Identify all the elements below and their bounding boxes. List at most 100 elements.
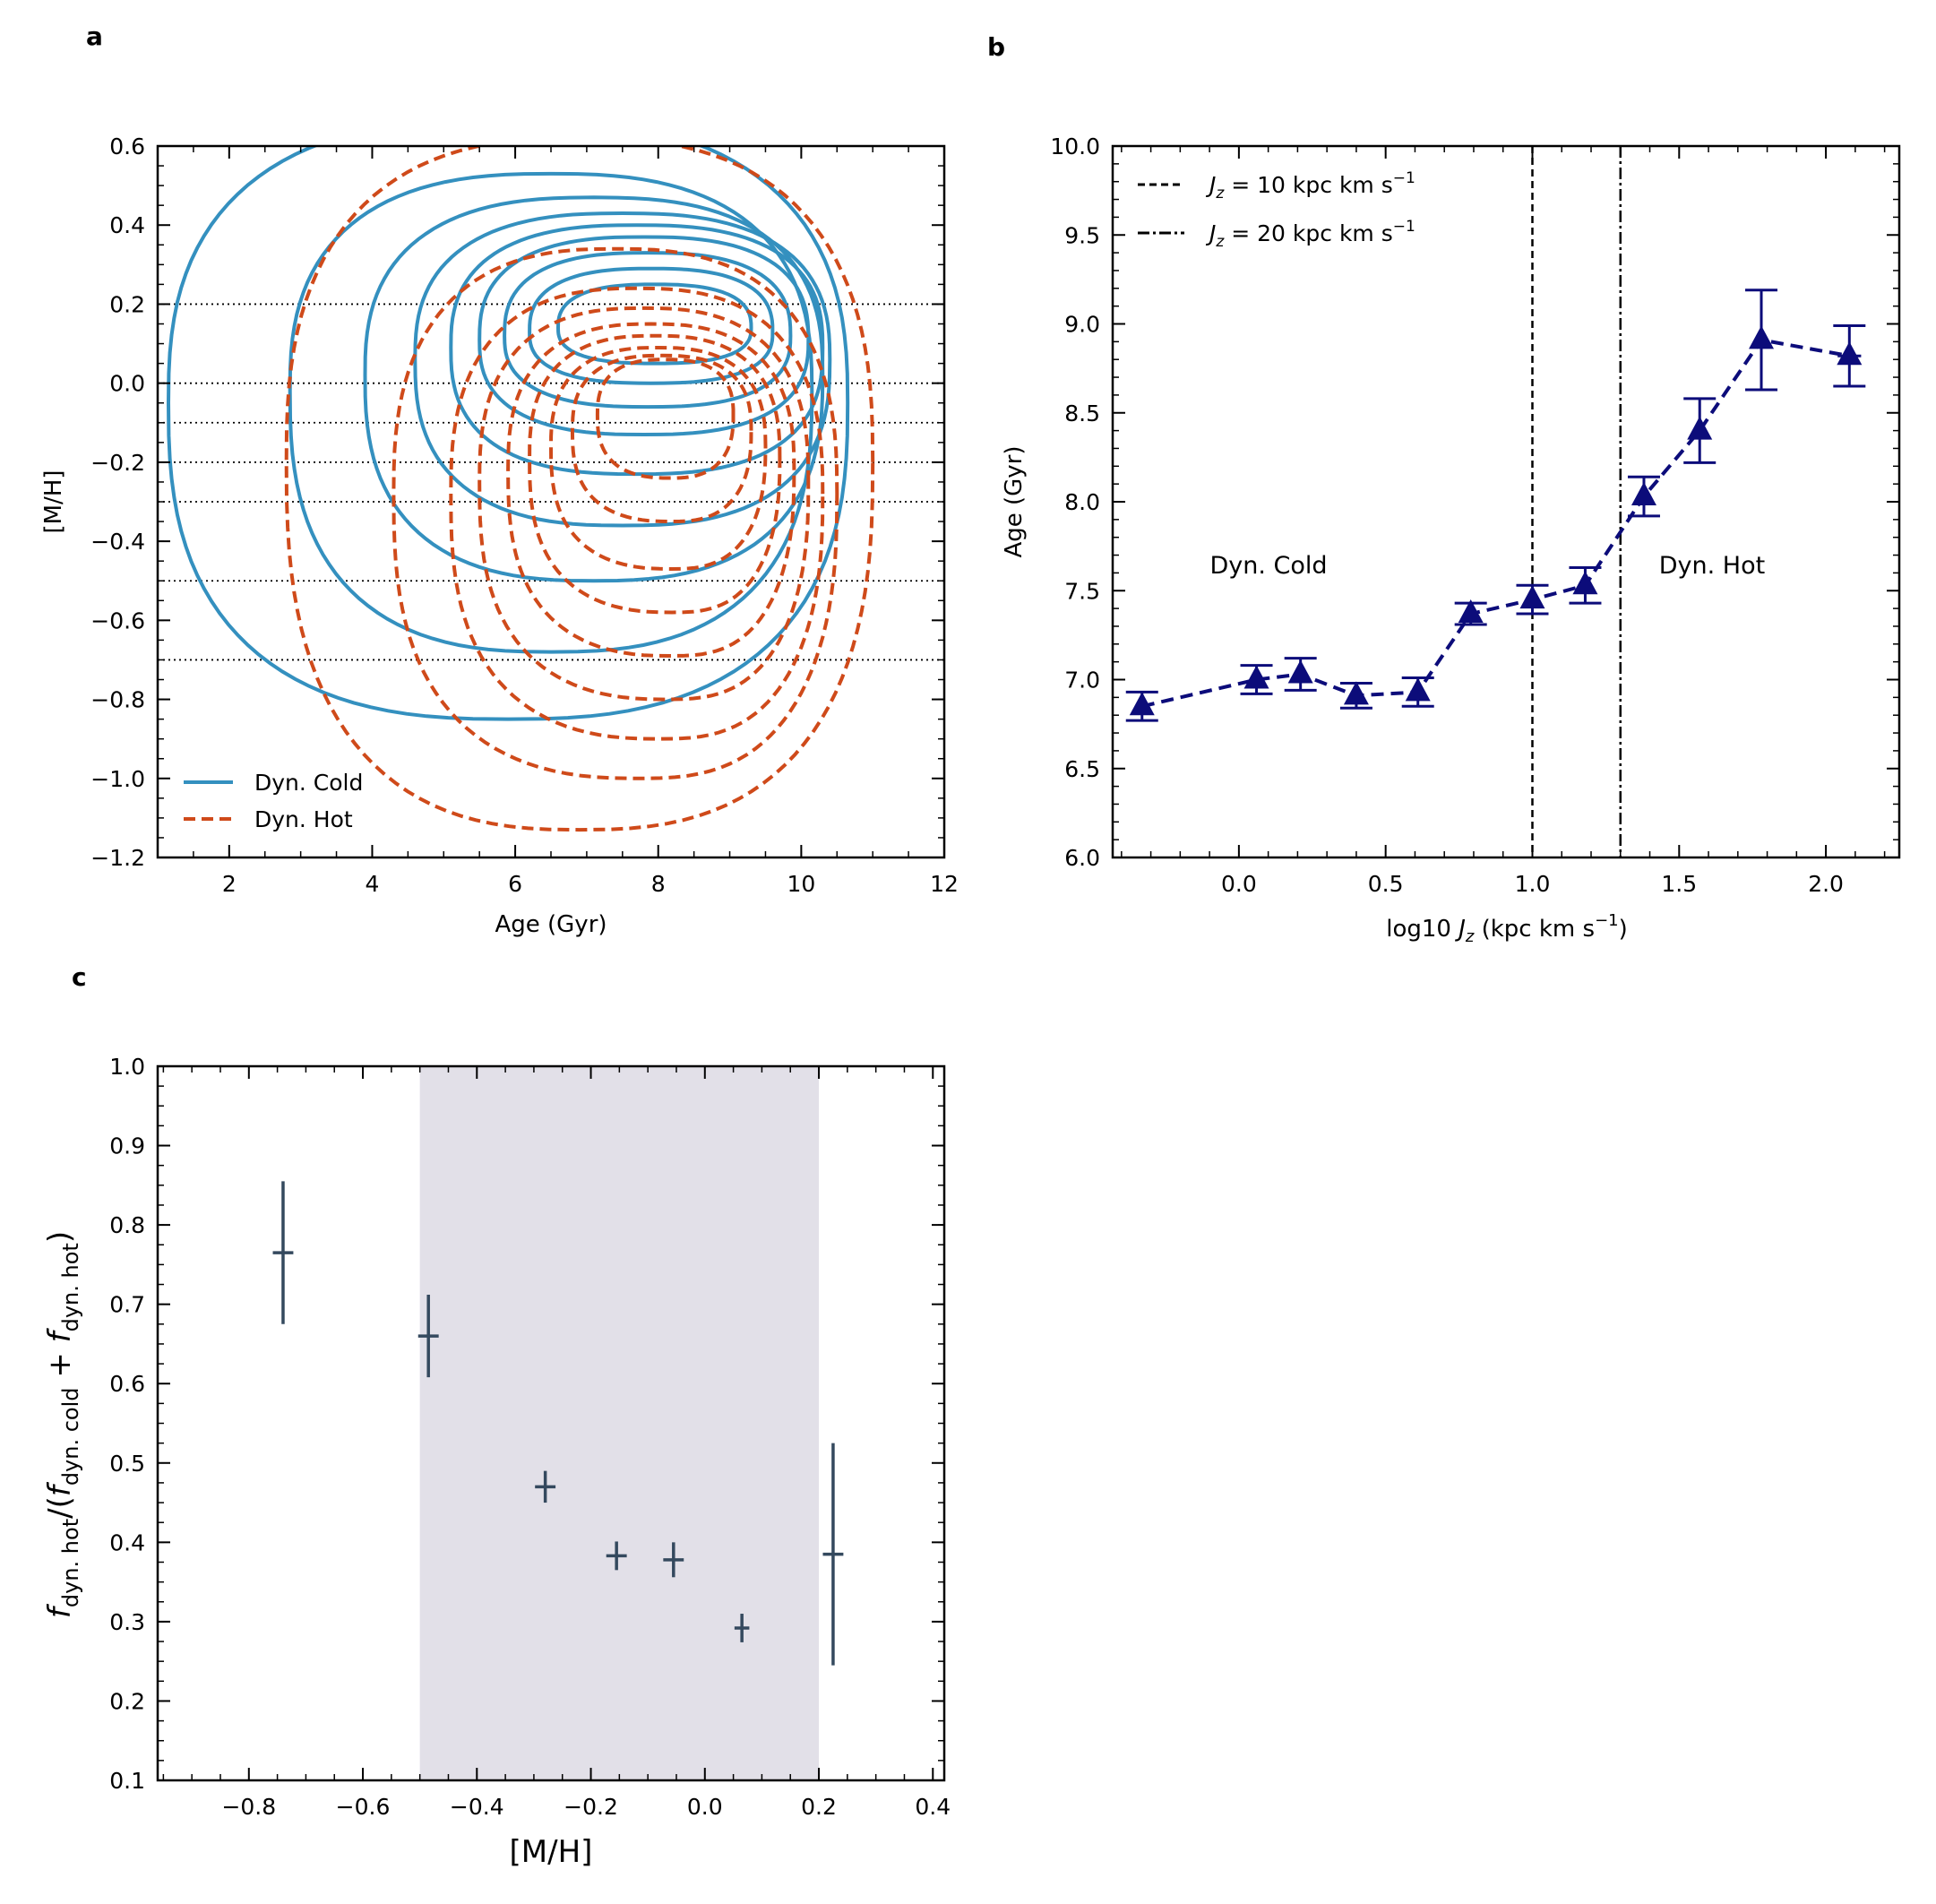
y-tick-label: 0.7 — [109, 1292, 145, 1318]
y-tick-label: 9.0 — [1064, 312, 1100, 338]
c-x-axis-label: [M/H] — [510, 1834, 593, 1870]
y-tick-label: 7.0 — [1064, 668, 1100, 694]
a-cold-contour — [288, 171, 814, 654]
x-tick-label: 6 — [508, 871, 522, 897]
b-data-point — [1287, 659, 1313, 684]
y-tick-label: 6.5 — [1064, 756, 1100, 782]
a-cold-contour — [478, 235, 811, 437]
b-annotation-dyn-cold: Dyn. Cold — [1209, 552, 1327, 580]
b-data-point — [1343, 681, 1369, 705]
x-tick-label: 1.5 — [1661, 871, 1697, 897]
x-tick-label: 8 — [651, 871, 666, 897]
x-tick-label: −0.6 — [336, 1794, 391, 1820]
x-tick-label: 2.0 — [1808, 871, 1844, 897]
x-tick-label: 0.0 — [687, 1794, 723, 1820]
y-tick-label: −0.2 — [90, 450, 145, 476]
x-tick-label: 4 — [366, 871, 380, 897]
x-tick-label: 12 — [930, 871, 959, 897]
b-data-point — [1749, 325, 1775, 349]
a-x-axis-label: Age (Gyr) — [495, 911, 607, 938]
y-tick-label: 8.0 — [1064, 489, 1100, 515]
b-x-axis-label: log10 Jz (kpc km s−1) — [1386, 911, 1628, 946]
y-tick-label: 0.9 — [109, 1133, 145, 1159]
y-tick-label: −0.8 — [90, 687, 145, 713]
a-ticks: 2 4 6 8 10 12 0.6 0.4 0.2 0.0 −0.2 −0.4 −0.6 −0.8 −1.0… — [90, 134, 959, 897]
y-tick-label: 1.0 — [109, 1054, 145, 1080]
a-cold-contour — [363, 195, 825, 583]
y-tick-label: 0.4 — [109, 212, 145, 238]
x-tick-label: 0.0 — [1221, 871, 1257, 897]
a-hot-contour — [449, 286, 825, 741]
y-tick-label: 0.4 — [109, 1529, 145, 1555]
a-cold-contour — [413, 211, 832, 528]
y-tick-label: 10.0 — [1050, 134, 1100, 159]
x-tick-label: 2 — [222, 871, 237, 897]
a-cold-contour — [166, 146, 850, 721]
b-data-point — [1458, 599, 1484, 624]
b-y-axis-label: Age (Gyr) — [1001, 445, 1028, 557]
a-cold-contour — [449, 223, 825, 477]
a-contours — [166, 146, 875, 832]
a-y-axis-label: [M/H] — [40, 470, 67, 533]
c-y-axis-label: fdyn. hot/(fdyn. cold + fdyn. hot) — [42, 1231, 83, 1618]
a-hot-contour — [478, 306, 811, 702]
b-plot-area — [1125, 146, 1866, 857]
x-tick-label: 10 — [787, 871, 815, 897]
x-tick-label: −0.2 — [564, 1794, 618, 1820]
b-data-point — [1405, 677, 1431, 702]
a-hot-contour — [284, 146, 875, 832]
c-ticks: −0.8 −0.6 −0.4 −0.2 0.0 0.2 0.4 1.0 0.9 0.8 0.7 0.6… — [109, 1054, 951, 1820]
y-tick-label: 0.8 — [109, 1212, 145, 1238]
y-tick-label: −1.2 — [90, 845, 145, 871]
y-tick-label: 8.5 — [1064, 401, 1100, 426]
y-tick-label: −0.6 — [90, 607, 145, 633]
y-tick-label: 7.5 — [1064, 578, 1100, 604]
c-plot-area — [272, 1066, 844, 1780]
panel-c: c −0.8 −0.6 −0.4 −0.2 0.0 0.2 0.4 1.0 0.9 0.8 0.7 0… — [42, 962, 951, 1870]
a-hot-contour — [570, 353, 753, 524]
b-data-point — [1572, 571, 1598, 595]
panel-b: b 0.0 0.5 1.0 1.5 2.0 10.0 9.5 9.0 8.5 8.0 7.5 7.0 6… — [987, 32, 1901, 946]
y-tick-label: 0.3 — [109, 1609, 145, 1635]
y-tick-label: 0.5 — [109, 1451, 145, 1477]
a-cold-contour — [503, 251, 793, 409]
x-tick-label: −0.4 — [450, 1794, 504, 1820]
a-legend-cold-label: Dyn. Cold — [254, 770, 363, 796]
b-data-point — [1631, 482, 1656, 506]
c-shaded-region — [419, 1066, 820, 1780]
b-data-point — [1129, 692, 1155, 716]
b-data-point — [1687, 416, 1713, 440]
panel-b-label: b — [987, 32, 1005, 62]
y-tick-label: 0.6 — [109, 1371, 145, 1397]
b-legend-dashdot-label: Jz = 20 kpc km s−1 — [1205, 218, 1415, 251]
y-tick-label: 0.2 — [109, 1688, 145, 1714]
b-ticks: 0.0 0.5 1.0 1.5 2.0 10.0 9.5 9.0 8.5 8.0 7.5 7.0 6.5… — [1050, 134, 1899, 897]
y-tick-label: 0.2 — [109, 291, 145, 317]
a-legend: Dyn. Cold Dyn. Hot — [184, 770, 363, 832]
a-cold-contour — [555, 282, 753, 366]
x-tick-label: 0.4 — [915, 1794, 951, 1820]
b-annotation-dyn-hot: Dyn. Hot — [1659, 552, 1765, 580]
b-data-point — [1243, 665, 1269, 689]
b-data-point — [1837, 341, 1863, 366]
x-tick-label: −0.8 — [221, 1794, 276, 1820]
b-legend-dashed-label: Jz = 10 kpc km s−1 — [1205, 169, 1415, 202]
panel-a-label: a — [86, 22, 103, 51]
x-tick-label: 0.2 — [801, 1794, 837, 1820]
y-tick-label: −0.4 — [90, 529, 145, 555]
y-tick-label: 0.0 — [109, 371, 145, 397]
a-hot-contour — [392, 246, 839, 780]
y-tick-label: 6.0 — [1064, 845, 1100, 871]
y-tick-label: −1.0 — [90, 766, 145, 792]
y-tick-label: 0.6 — [109, 134, 145, 159]
b-data-point — [1519, 585, 1545, 609]
panel-c-label: c — [72, 962, 87, 992]
x-tick-label: 1.0 — [1515, 871, 1551, 897]
a-legend-hot-label: Dyn. Hot — [254, 806, 353, 832]
a-hot-contour — [548, 345, 768, 572]
a-hot-contour — [506, 322, 796, 659]
y-tick-label: 0.1 — [109, 1768, 145, 1794]
a-hot-contour — [595, 358, 736, 480]
